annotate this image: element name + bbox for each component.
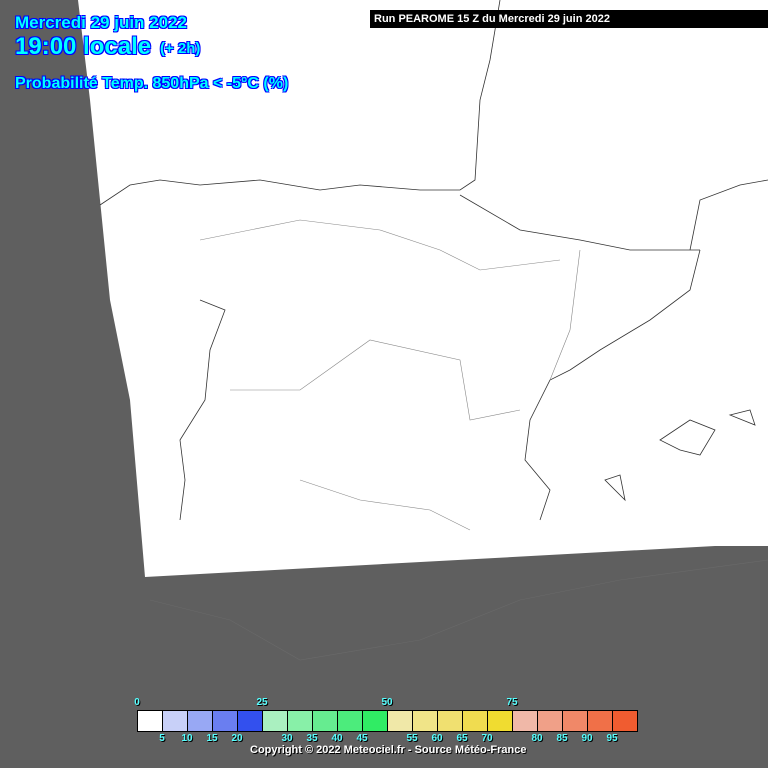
forecast-date: Mercredi 29 juin 2022 (15, 13, 187, 32)
legend-label-bottom: 85 (556, 733, 568, 744)
balearic-ibiza (604, 474, 626, 502)
legend-swatch (288, 711, 313, 731)
legend-label-bottom: 20 (231, 733, 243, 744)
regions (199, 219, 581, 531)
legend-swatch (588, 711, 613, 731)
coastline-east (524, 249, 701, 521)
legend-swatch (213, 711, 238, 731)
legend-swatch (163, 711, 188, 731)
legend-swatch (513, 711, 538, 731)
color-legend (137, 710, 638, 732)
legend-swatch (413, 711, 438, 731)
run-info: Run PEAROME 15 Z du Mercredi 29 juin 202… (370, 10, 768, 28)
legend-swatch (463, 711, 488, 731)
legend-label-bottom: 10 (181, 733, 193, 744)
portugal-border (179, 299, 226, 521)
legend-label-bottom: 5 (159, 733, 165, 744)
legend-label-bottom: 35 (306, 733, 318, 744)
legend-label-bottom: 60 (431, 733, 443, 744)
legend-label-bottom: 45 (356, 733, 368, 744)
legend-swatch (338, 711, 363, 731)
legend-swatch (188, 711, 213, 731)
legend-swatch (438, 711, 463, 731)
forecast-domain (78, 0, 768, 577)
legend-swatch (263, 711, 288, 731)
pyrenees-border (459, 194, 700, 251)
legend-label-top: 0 (134, 697, 140, 708)
legend-swatch (388, 711, 413, 731)
forecast-time: 19:00 locale (15, 33, 152, 60)
parameter-title: Probabilité Temp. 850hPa < -5°C (%) (15, 75, 289, 92)
legend-label-bottom: 80 (531, 733, 543, 744)
utc-offset: (+ 2h) (160, 40, 201, 57)
borders (99, 0, 768, 521)
legend-swatch (538, 711, 563, 731)
legend-swatch (613, 711, 637, 731)
legend-label-bottom: 95 (606, 733, 618, 744)
coastline-france (689, 179, 768, 251)
legend-swatch (563, 711, 588, 731)
balearic-menorca (728, 409, 756, 426)
legend-swatch (488, 711, 513, 731)
legend-label-bottom: 40 (331, 733, 343, 744)
legend-swatch (363, 711, 388, 731)
legend-swatch (313, 711, 338, 731)
legend-swatch (238, 711, 263, 731)
legend-label-bottom: 30 (281, 733, 293, 744)
legend-label-top: 75 (506, 697, 518, 708)
legend-swatch (138, 711, 163, 731)
copyright: Copyright © 2022 Meteociel.fr - Source M… (250, 744, 527, 756)
coastline-north (99, 0, 501, 206)
legend-label-bottom: 90 (581, 733, 593, 744)
regions-outside (149, 559, 768, 661)
legend-label-bottom: 15 (206, 733, 218, 744)
legend-label-bottom: 55 (406, 733, 418, 744)
balearic-mallorca (659, 419, 716, 456)
legend-label-bottom: 65 (456, 733, 468, 744)
legend-label-bottom: 70 (481, 733, 493, 744)
legend-label-top: 25 (256, 697, 268, 708)
legend-label-top: 50 (381, 697, 393, 708)
